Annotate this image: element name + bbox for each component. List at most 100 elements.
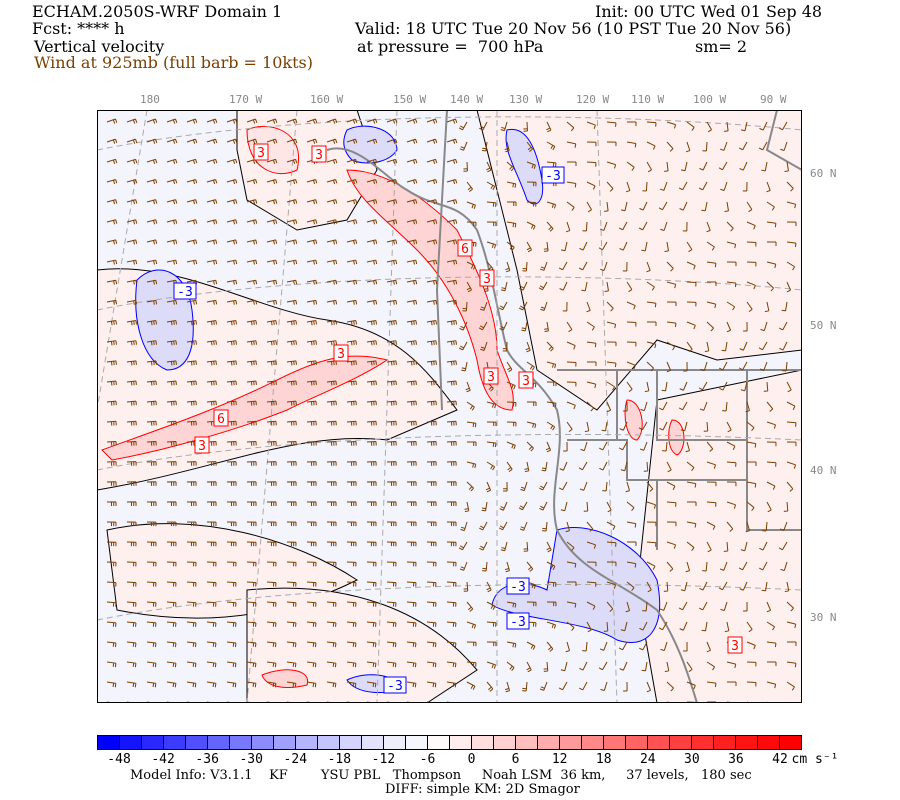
wind-barb	[306, 621, 317, 627]
wind-barb	[166, 521, 177, 527]
colorbar-cell	[208, 736, 230, 749]
wind-barb	[266, 481, 277, 486]
wind-barb	[386, 541, 397, 547]
wind-barb	[166, 299, 178, 305]
longitude-label: 180	[140, 93, 160, 106]
wind-barb	[565, 221, 571, 233]
negative-contour-label: -3	[506, 612, 530, 630]
wind-barb	[566, 341, 576, 350]
wind-barb	[446, 581, 457, 587]
wind-barb	[246, 420, 257, 426]
wind-barb	[126, 219, 138, 225]
wind-barb	[566, 601, 577, 608]
wind-barb	[446, 681, 457, 688]
wind-barb	[166, 340, 177, 346]
wind-barb	[206, 461, 217, 466]
wind-barb	[526, 421, 537, 429]
wind-barb	[266, 138, 278, 144]
wind-barb	[226, 118, 238, 124]
colorbar-tick-label: -6	[419, 752, 436, 767]
wind-barb	[606, 161, 617, 169]
wind-barb	[746, 441, 757, 448]
wind-barb	[166, 461, 177, 466]
negative-contour-label: -3	[173, 282, 197, 300]
wind-barb	[246, 219, 258, 225]
wind-barb	[366, 601, 377, 607]
wind-barb	[526, 241, 532, 253]
wind-barb	[646, 541, 657, 547]
wind-barb	[766, 201, 775, 211]
wind-barb	[426, 320, 438, 326]
wind-barb	[638, 421, 648, 431]
wind-barb	[546, 641, 554, 652]
wind-barb	[346, 380, 357, 386]
wind-barb	[406, 219, 418, 225]
wind-barb	[578, 261, 588, 271]
colorbar-cell	[516, 736, 538, 749]
wind-barb	[186, 118, 198, 124]
wind-barb	[786, 241, 797, 248]
wind-barb	[786, 621, 797, 629]
wind-barb	[306, 138, 318, 144]
wind-barb	[326, 581, 337, 587]
wind-barb	[746, 261, 757, 267]
wind-barb	[326, 420, 337, 426]
wind-barb	[506, 381, 516, 390]
wind-barb	[126, 501, 137, 506]
wind-barb	[426, 481, 437, 486]
wind-barb	[166, 118, 178, 124]
wind-barb	[746, 221, 756, 230]
wind-barb	[106, 681, 117, 688]
wind-barb	[505, 261, 511, 273]
wind-barb	[406, 380, 417, 386]
wind-barb	[599, 641, 608, 651]
colorbar-cell	[604, 736, 626, 749]
wind-barb	[306, 521, 317, 527]
colorbar-tick-label: -36	[195, 752, 219, 767]
wind-barb	[446, 320, 458, 326]
wind-barb	[306, 481, 317, 486]
longitude-label: 100 W	[693, 93, 727, 106]
wind-barb	[126, 541, 137, 547]
wind-barb	[465, 381, 471, 393]
wind-barb	[606, 601, 614, 612]
wind-barb	[306, 681, 317, 688]
wind-barb	[786, 181, 794, 192]
wind-barb	[746, 241, 757, 247]
wind-barb	[106, 360, 117, 366]
wind-barb	[226, 440, 237, 446]
wind-barb	[739, 161, 748, 171]
wind-barb	[660, 641, 668, 652]
wind-barb	[326, 279, 338, 285]
wind-barb	[426, 461, 437, 466]
wind-barb	[166, 481, 177, 486]
wind-barb	[166, 138, 178, 144]
colorbar-cell	[120, 736, 142, 749]
wind-barb	[524, 461, 530, 473]
wind-barb	[426, 279, 438, 285]
wind-barb	[246, 621, 257, 627]
wind-barb	[146, 400, 157, 406]
wind-barb	[478, 321, 488, 331]
wind-barb	[666, 461, 672, 473]
wind-barb	[146, 118, 158, 124]
wind-barb	[523, 541, 529, 552]
wind-barb	[366, 158, 378, 164]
wind-barb	[723, 541, 729, 552]
wind-barb	[466, 261, 476, 270]
wind-barb	[780, 141, 788, 151]
wind-barb	[286, 420, 297, 426]
wind-barb	[466, 421, 477, 428]
wind-barb	[664, 661, 670, 673]
wind-barb	[546, 341, 554, 352]
wind-barb	[126, 681, 137, 688]
wind-barb	[326, 681, 337, 688]
wind-barb	[426, 259, 438, 265]
wind-barb	[766, 221, 777, 228]
wind-barb	[626, 381, 633, 393]
wind-barb	[660, 221, 668, 231]
wind-barb	[346, 661, 357, 668]
wind-barb	[146, 440, 157, 446]
wind-barb	[406, 601, 417, 607]
wind-barb	[246, 681, 257, 688]
